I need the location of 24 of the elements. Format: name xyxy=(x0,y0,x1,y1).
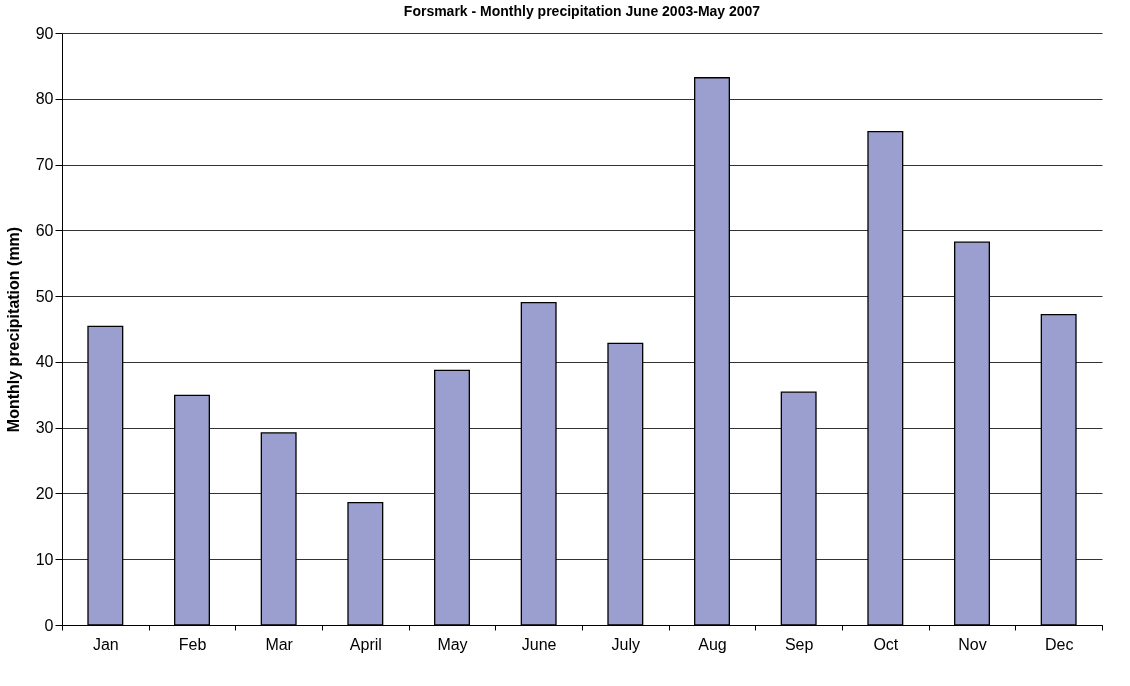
x-tick-label: Mar xyxy=(265,635,294,653)
y-tick-label: 80 xyxy=(35,90,54,108)
x-tick-label: May xyxy=(437,635,468,653)
y-tick-label: 50 xyxy=(35,287,54,305)
x-tick-label: June xyxy=(521,635,557,653)
x-tick-label: Nov xyxy=(958,635,987,653)
x-tick-label: July xyxy=(611,635,641,653)
y-tick-label: 70 xyxy=(35,156,54,174)
x-tick-label: Feb xyxy=(178,635,207,653)
x-tick-label: April xyxy=(349,635,382,653)
x-tick-label: Aug xyxy=(698,635,727,653)
x-tick-label: Jan xyxy=(92,635,119,653)
y-tick-label: 0 xyxy=(44,616,54,634)
y-tick-label: 60 xyxy=(35,221,54,239)
x-tick-label: Oct xyxy=(873,635,899,653)
x-tick-label: Sep xyxy=(784,635,814,653)
y-tick-label: 40 xyxy=(35,353,54,371)
y-tick-label: 20 xyxy=(35,484,54,502)
chart-title: Forsmark - Monthly precipitation June 2003-May 2007 xyxy=(403,3,761,19)
x-tick-label: Dec xyxy=(1044,635,1074,653)
y-axis-title: Monthly precipitation (mm) xyxy=(4,226,22,433)
y-tick-label: 10 xyxy=(35,550,54,568)
y-tick-label: 30 xyxy=(35,419,54,437)
y-tick-label: 90 xyxy=(35,24,54,42)
